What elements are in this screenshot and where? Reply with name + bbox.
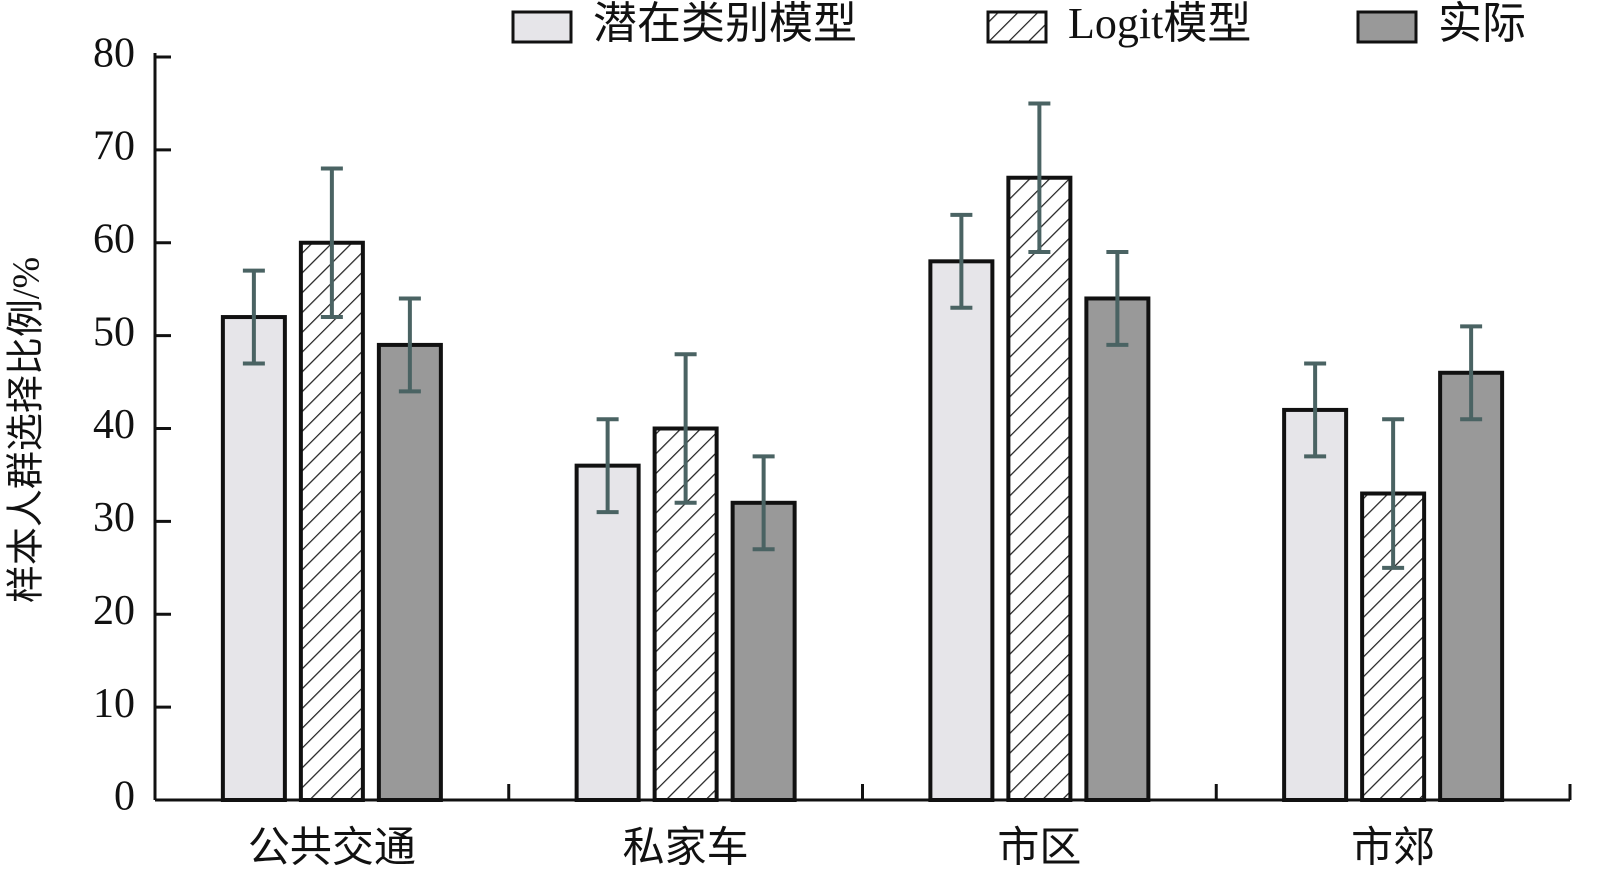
- x-tick-label: 市区: [997, 825, 1081, 872]
- x-tick-label: 私家车: [623, 825, 749, 872]
- bar: [298, 240, 365, 802]
- error-bar: [1460, 324, 1483, 422]
- bar: [928, 259, 995, 802]
- y-tick-label: 60: [93, 216, 135, 262]
- error-bar: [596, 417, 619, 515]
- bar: [1084, 296, 1151, 802]
- bar: [574, 463, 641, 802]
- bar: [220, 315, 287, 802]
- y-tick-label: 80: [93, 31, 135, 77]
- error-bar: [398, 296, 421, 394]
- y-tick-label: 10: [93, 681, 135, 727]
- y-tick-label: 70: [93, 124, 135, 170]
- y-tick-label: 30: [93, 495, 135, 541]
- y-tick-label: 20: [93, 588, 135, 634]
- bar: [376, 342, 443, 802]
- y-axis-label: 样本人群选择比例/%: [6, 257, 48, 603]
- error-bar: [1304, 361, 1327, 459]
- error-bar: [1382, 417, 1405, 570]
- error-bar: [320, 166, 343, 320]
- error-bar: [950, 212, 973, 310]
- error-bar: [674, 352, 697, 505]
- error-bar: [1028, 101, 1051, 255]
- legend-label: Logit模型: [1068, 0, 1251, 48]
- legend-swatch: [986, 10, 1048, 44]
- x-tick-label: 公共交通: [248, 825, 416, 872]
- bar: [1282, 407, 1349, 802]
- legend-label: 潜在类别模型: [593, 0, 857, 48]
- bar: [1006, 175, 1073, 803]
- error-bar: [1106, 250, 1129, 347]
- error-bar: [242, 268, 265, 366]
- legend-swatch: [1356, 10, 1418, 44]
- y-tick-label: 50: [93, 309, 135, 355]
- y-tick-label: 40: [93, 402, 135, 448]
- y-tick-label: 0: [114, 774, 135, 820]
- bar: [730, 500, 797, 802]
- legend-label: 实际: [1438, 0, 1526, 48]
- error-bar: [752, 454, 775, 552]
- bar: [1438, 370, 1505, 802]
- legend-swatch: [511, 10, 573, 44]
- x-tick-label: 市郊: [1351, 825, 1435, 872]
